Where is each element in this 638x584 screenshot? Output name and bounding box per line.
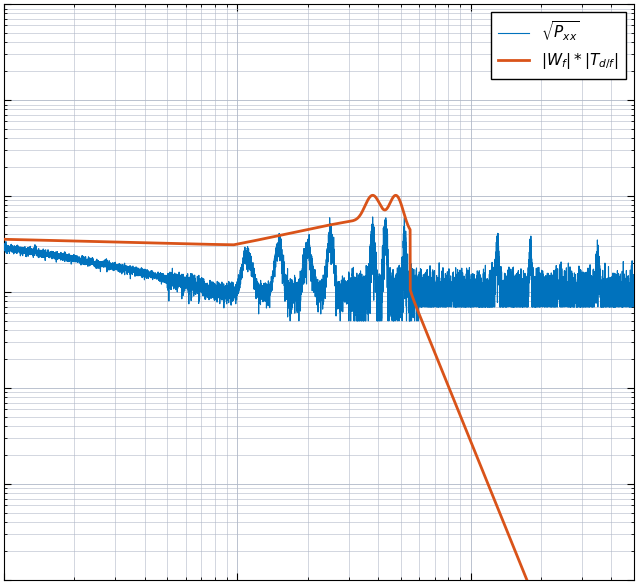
$|W_f| * |T_{d/f}|$	[373, 195, 381, 202]
$|W_f| * |T_{d/f}|$	[1, 236, 8, 243]
$\sqrt{P_{xx}}$	[501, 276, 508, 283]
$|W_f| * |T_{d/f}|$	[501, 522, 508, 529]
$|W_f| * |T_{d/f}|$	[32, 237, 40, 244]
$\sqrt{P_{xx}}$	[228, 291, 236, 298]
$|W_f| * |T_{d/f}|$	[369, 192, 376, 199]
Line: $\sqrt{P_{xx}}$: $\sqrt{P_{xx}}$	[4, 217, 634, 321]
Legend: $\sqrt{P_{xx}}$, $|W_f| * |T_{d/f}|$: $\sqrt{P_{xx}}$, $|W_f| * |T_{d/f}|$	[491, 12, 626, 78]
$\sqrt{P_{xx}}$	[630, 281, 637, 288]
$\sqrt{P_{xx}}$	[286, 317, 294, 324]
$|W_f| * |T_{d/f}|$	[401, 211, 408, 218]
$\sqrt{P_{xx}}$	[467, 291, 475, 298]
Line: $|W_f| * |T_{d/f}|$: $|W_f| * |T_{d/f}|$	[4, 195, 634, 584]
$\sqrt{P_{xx}}$	[369, 213, 376, 220]
$\sqrt{P_{xx}}$	[32, 248, 40, 255]
$|W_f| * |T_{d/f}|$	[228, 241, 236, 248]
$|W_f| * |T_{d/f}|$	[467, 439, 475, 446]
$\sqrt{P_{xx}}$	[1, 245, 8, 252]
$\sqrt{P_{xx}}$	[401, 214, 408, 221]
$\sqrt{P_{xx}}$	[373, 277, 381, 284]
